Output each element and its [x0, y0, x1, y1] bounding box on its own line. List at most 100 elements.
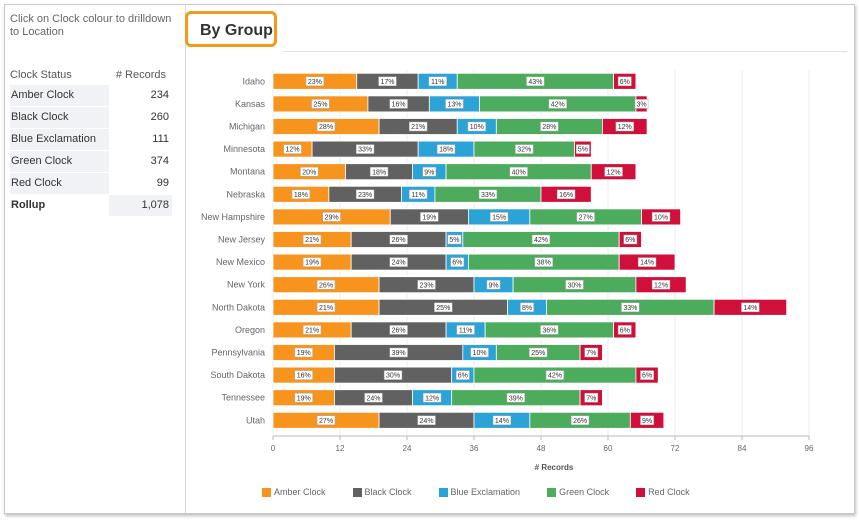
panel-title: By Group: [200, 22, 273, 39]
data-label: 16%: [392, 102, 406, 109]
data-label-box: [615, 121, 634, 132]
drilldown-instruction: Click on Clock colour to drilldown to Lo…: [10, 13, 172, 38]
data-label-box: [364, 392, 383, 403]
data-label-box: [355, 144, 375, 154]
data-label-box: [422, 166, 437, 177]
legend-swatch: [636, 487, 646, 497]
table-row-red-clock[interactable]: Red Clock 99: [10, 173, 172, 195]
row-label[interactable]: Black Clock: [10, 107, 109, 128]
chart-legend: Amber Clock Black Clock Blue Exclamation Gr…: [262, 487, 717, 497]
table-row-amber-clock[interactable]: Amber Clock 234: [10, 85, 172, 107]
data-label-box: [378, 76, 397, 87]
data-label-box: [617, 325, 632, 335]
data-label-box: [409, 189, 428, 200]
data-label: 39%: [509, 395, 523, 402]
data-label: 26%: [319, 282, 333, 289]
data-label-box: [492, 415, 512, 426]
data-label: 12%: [654, 282, 668, 289]
data-label-box: [316, 415, 336, 426]
category-label: Utah: [246, 415, 265, 425]
left-panel: Click on Clock colour to drilldown to Lo…: [5, 5, 186, 513]
data-label: 33%: [481, 192, 495, 199]
data-label: 21%: [305, 237, 319, 244]
data-label: 17%: [380, 79, 394, 86]
clock-status-table: Clock Status # Records Amber Clock 234 B…: [10, 67, 172, 217]
data-label: 42%: [551, 102, 565, 109]
legend-swatch: [262, 487, 271, 497]
data-label: 18%: [294, 192, 308, 199]
row-label[interactable]: Green Clock: [10, 151, 109, 172]
legend-item[interactable]: Red Clock: [636, 487, 690, 497]
category-label: New York: [227, 280, 266, 290]
data-label: 24%: [420, 418, 434, 425]
category-label: Montana: [230, 167, 265, 177]
table-row-green-clock[interactable]: Green Clock 374: [10, 151, 172, 173]
legend-item[interactable]: Black Clock: [352, 487, 412, 497]
title-divider: [283, 51, 847, 52]
row-label[interactable]: Amber Clock: [10, 85, 109, 106]
data-label: 18%: [439, 147, 453, 154]
data-label: 20%: [302, 169, 316, 176]
data-label-box: [576, 144, 590, 154]
data-label: 6%: [642, 373, 652, 380]
data-label-box: [417, 279, 436, 290]
data-label: 7%: [586, 395, 596, 402]
row-label[interactable]: Red Clock: [10, 173, 109, 194]
data-label: 39%: [392, 350, 406, 357]
panel-title-box: By Group: [185, 11, 277, 47]
legend-label: Amber Clock: [274, 487, 326, 497]
legend-item[interactable]: Blue Exclamation: [438, 487, 521, 497]
data-label-box: [316, 302, 336, 313]
row-value: 374: [150, 155, 169, 167]
row-label[interactable]: Blue Exclamation: [10, 129, 109, 150]
data-label: 40%: [512, 169, 526, 176]
table-row-blue-exclamation[interactable]: Blue Exclamation 111: [10, 129, 172, 151]
data-label: 3%: [636, 102, 646, 109]
data-label-box: [584, 392, 599, 403]
legend-label: Blue Exclamation: [450, 487, 521, 497]
data-label-box: [428, 76, 447, 87]
data-label-box: [640, 415, 654, 426]
data-label-box: [565, 279, 584, 290]
data-label: 21%: [411, 124, 425, 131]
data-label-box: [478, 189, 498, 200]
data-label-box: [383, 370, 403, 380]
category-label: North Dakota: [212, 302, 265, 312]
data-label-box: [322, 212, 341, 222]
row-label: Rollup: [10, 195, 109, 216]
data-label: 14%: [743, 305, 757, 312]
data-label-box: [515, 144, 534, 154]
data-label: 15%: [492, 215, 506, 222]
data-label-box: [417, 415, 436, 426]
data-label-box: [316, 279, 336, 290]
data-label-box: [604, 166, 623, 177]
x-tick-label: 0: [271, 444, 276, 453]
x-tick-label: 72: [671, 444, 680, 453]
data-label-box: [634, 99, 649, 109]
legend-swatch: [438, 487, 448, 497]
legend-item[interactable]: Amber Clock: [262, 487, 326, 497]
data-label: 21%: [305, 328, 319, 335]
data-label: 28%: [319, 124, 333, 131]
data-label-box: [447, 234, 462, 245]
data-label: 43%: [528, 79, 542, 86]
data-label-box: [294, 347, 313, 358]
data-label-box: [617, 76, 632, 87]
data-label-box: [434, 302, 453, 313]
data-label-box: [291, 189, 311, 200]
data-label: 11%: [431, 79, 445, 86]
data-label: 42%: [534, 237, 548, 244]
legend-item[interactable]: Green Clock: [547, 487, 609, 497]
data-label: 30%: [386, 373, 400, 380]
data-label-box: [450, 257, 465, 267]
category-label: New Hampshire: [201, 212, 265, 222]
data-label: 19%: [297, 350, 311, 357]
data-label-box: [540, 325, 559, 335]
table-row-black-clock[interactable]: Black Clock 260: [10, 107, 172, 129]
data-label-box: [302, 325, 322, 335]
data-label: 23%: [308, 79, 322, 86]
legend-label: Green Clock: [559, 487, 610, 497]
x-tick-label: 60: [604, 444, 613, 453]
data-label: 9%: [488, 282, 498, 289]
data-label-box: [637, 257, 657, 267]
